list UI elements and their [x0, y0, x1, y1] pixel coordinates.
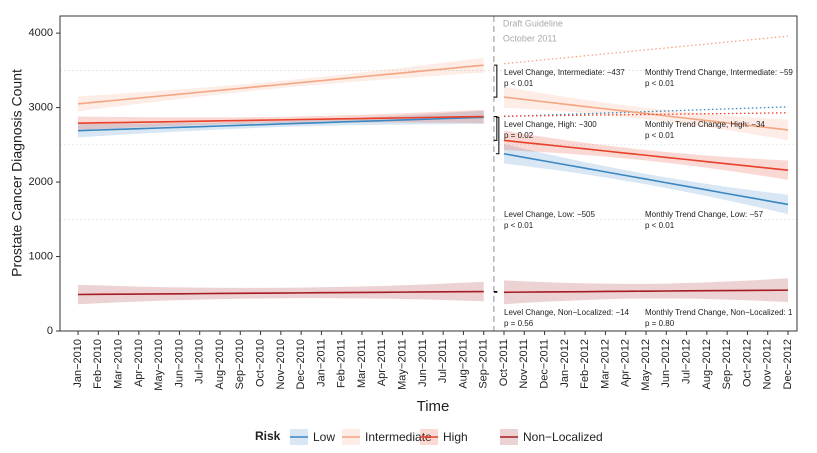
x-tick-label: Feb−2010: [92, 339, 104, 389]
x-tick-label: Dec−2011: [538, 339, 550, 389]
trend-line: [503, 289, 789, 294]
trend-line: [503, 139, 789, 171]
x-tick-label: Jan−2012: [559, 339, 571, 388]
y-tick-label: 1000: [29, 250, 53, 262]
annotation: Monthly Trend Change, High: −34: [645, 120, 765, 129]
x-tick-label: Jul−2012: [680, 339, 692, 384]
y-tick-label: 3000: [29, 102, 53, 114]
x-tick-label: Aug−2010: [214, 339, 226, 389]
x-tick-label: Jan−2010: [72, 339, 84, 388]
trend-line: [77, 290, 484, 296]
y-tick-label: 0: [47, 325, 53, 337]
x-tick-label: Apr−2010: [133, 339, 145, 387]
y-tick-label: 4000: [29, 27, 53, 39]
x-tick-label: Oct−2011: [498, 339, 510, 386]
level-change-bracket: [495, 116, 500, 155]
annotation: Level Change, Non−Localized: −14: [504, 308, 630, 317]
x-tick-label: Sep−2012: [721, 339, 733, 389]
x-tick-label: Mar−2011: [356, 339, 368, 388]
annotation-p: p < 0.01: [645, 131, 675, 140]
x-tick-label: Jun−2012: [660, 339, 672, 388]
annotation-p: p = 0.56: [504, 319, 534, 328]
x-tick-label: Sep−2011: [478, 339, 490, 389]
annotation-p: p < 0.01: [504, 79, 534, 88]
x-tick-label: Nov−2010: [275, 339, 287, 389]
level-change-bracket: [493, 116, 498, 141]
intervention-label: October 2011: [503, 33, 557, 43]
x-tick-label: Jul−2010: [194, 339, 206, 384]
annotation-p: p = 0.02: [504, 131, 534, 140]
x-tick-label: Mar−2010: [112, 339, 124, 389]
plot-frame: [59, 15, 798, 332]
trend-line: [77, 116, 484, 132]
trend-line: [503, 96, 789, 131]
x-tick-label: Dec−2012: [782, 339, 794, 389]
trend-line: [503, 152, 789, 206]
annotation-p: p < 0.01: [645, 79, 675, 88]
x-tick-label: Jun−2011: [417, 339, 429, 387]
x-tick-label: May−2010: [153, 339, 165, 391]
level-change-bracket: [493, 291, 498, 293]
x-tick-label: Apr−2012: [620, 339, 632, 387]
x-tick-label: Feb−2012: [579, 339, 591, 389]
annotation: Level Change, High: −300: [504, 120, 597, 129]
legend-label: Non−Localized: [523, 430, 603, 444]
x-tick-label: Apr−2011: [376, 339, 388, 386]
x-tick-label: Aug−2011: [457, 339, 469, 389]
annotation-p: p < 0.01: [504, 221, 534, 230]
x-tick-label: Aug−2012: [701, 339, 713, 389]
x-axis-label: Time: [417, 398, 450, 415]
x-tick-label: Nov−2011: [518, 339, 530, 389]
x-tick-label: Nov−2012: [762, 339, 774, 389]
intervention-label: Draft Guideline: [503, 18, 563, 28]
x-tick-label: Jun−2010: [173, 339, 185, 388]
x-tick-label: Mar−2012: [599, 339, 611, 389]
annotation: Level Change, Low: −505: [504, 210, 596, 219]
x-tick-label: Jul−2011: [437, 339, 449, 383]
annotation: Monthly Trend Change, Low: −57: [645, 210, 764, 219]
trend-line: [77, 115, 484, 125]
x-tick-label: Feb−2011: [336, 339, 348, 388]
legend-title: Risk: [255, 429, 281, 443]
x-tick-label: Dec−2010: [295, 339, 307, 389]
counterfactual-line: [503, 106, 789, 118]
y-tick-label: 2000: [29, 176, 53, 188]
level-change-bracket: [493, 64, 498, 98]
legend-label: High: [443, 430, 468, 444]
x-tick-label: Jan−2011: [315, 339, 327, 387]
y-axis-label: Prostate Cancer Diagnosis Count: [9, 69, 25, 277]
x-tick-label: May−2011: [396, 339, 408, 390]
annotation: Monthly Trend Change, Non−Localized: 1: [645, 308, 793, 317]
x-tick-label: Oct−2010: [254, 339, 266, 387]
annotation: Monthly Trend Change, Intermediate: −59: [645, 68, 793, 77]
x-tick-label: Sep−2010: [234, 339, 246, 389]
annotation: Level Change, Intermediate: −437: [504, 68, 625, 77]
annotation-p: p < 0.01: [645, 221, 675, 230]
legend-label: Low: [313, 430, 335, 444]
legend-label: Intermediate: [365, 430, 432, 444]
annotation-p: p = 0.80: [645, 319, 675, 328]
counterfactual-line: [503, 112, 789, 117]
x-tick-label: Oct−2012: [741, 339, 753, 387]
x-tick-label: May−2012: [640, 339, 652, 391]
trend-line: [77, 64, 484, 105]
